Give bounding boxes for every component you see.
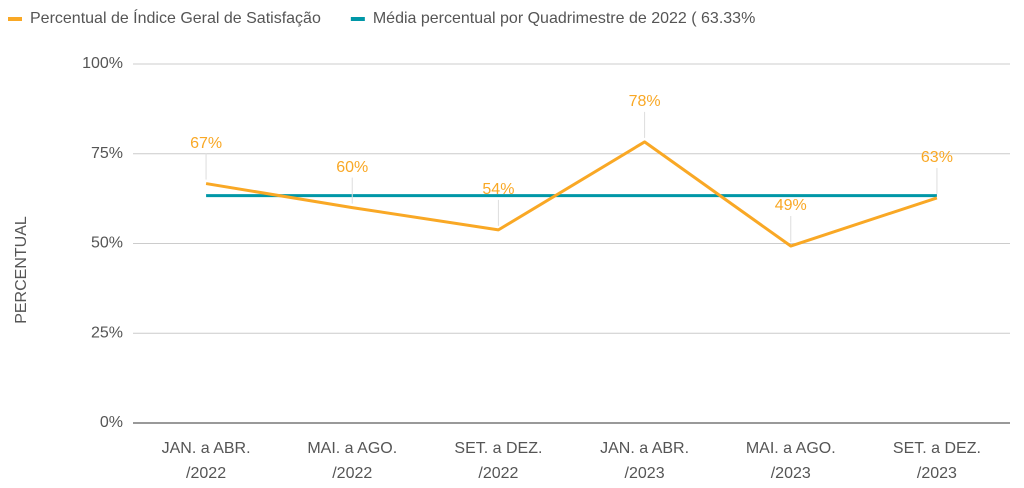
legend-swatch xyxy=(350,17,365,21)
series-line xyxy=(205,140,938,248)
x-tick-label: JAN. a ABR. xyxy=(162,440,251,457)
x-tick-label: MAI. a AGO. xyxy=(307,440,397,457)
y-tick-label: 25% xyxy=(91,324,123,341)
y-tick-label: 0% xyxy=(100,414,123,431)
data-label: 63% xyxy=(921,149,953,166)
x-tick-label: /2022 xyxy=(332,465,372,482)
y-tick-label: 50% xyxy=(91,235,123,252)
x-tick-label: JAN. a ABR. xyxy=(600,440,689,457)
x-tick-label: SET. a DEZ. xyxy=(893,440,981,457)
data-label: 54% xyxy=(482,181,514,198)
x-tick-label: /2023 xyxy=(917,465,957,482)
y-axis-label: PERCENTUAL xyxy=(13,216,30,324)
legend-swatch xyxy=(8,17,22,21)
x-tick-label: /2023 xyxy=(625,465,665,482)
y-tick-label: 75% xyxy=(91,145,123,162)
legend-label: Percentual de Índice Geral de Satisfação xyxy=(30,8,321,27)
data-label: 78% xyxy=(629,93,661,110)
x-tick-label: SET. a DEZ. xyxy=(454,440,542,457)
x-tick-label: /2023 xyxy=(771,465,811,482)
legend-label: Média percentual por Quadrimestre de 202… xyxy=(373,10,755,27)
x-tick-label: /2022 xyxy=(478,465,518,482)
y-tick-label: 100% xyxy=(82,55,123,72)
data-label: 60% xyxy=(336,159,368,176)
x-tick-label: /2022 xyxy=(186,465,226,482)
x-tick-label: MAI. a AGO. xyxy=(746,440,836,457)
data-label: 49% xyxy=(775,197,807,214)
data-label: 67% xyxy=(190,135,222,152)
